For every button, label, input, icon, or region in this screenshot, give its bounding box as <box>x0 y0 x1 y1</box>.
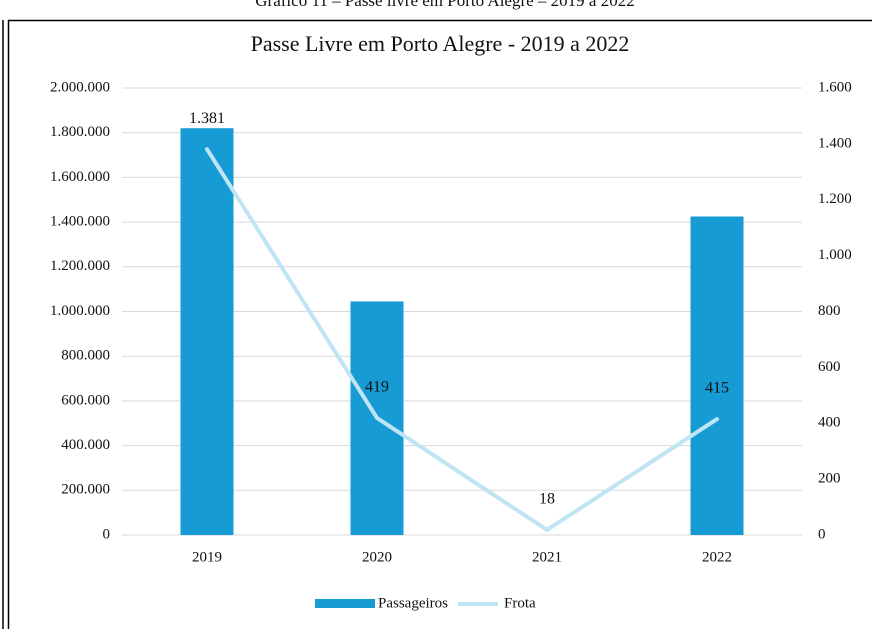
y2-tick-label: 0 <box>818 526 826 542</box>
y2-tick-label: 1.600 <box>818 79 852 95</box>
x-tick-label: 2021 <box>532 549 562 565</box>
caption: Gráfico 11 – Passe livre em Porto Alegre… <box>255 0 634 10</box>
y-tick-label: 1.600.000 <box>50 169 110 185</box>
legend-swatch <box>315 599 375 608</box>
y-tick-label: 1.200.000 <box>50 258 110 274</box>
data-label: 419 <box>365 379 389 396</box>
y2-tick-label: 1.000 <box>818 247 852 263</box>
y2-tick-label: 1.400 <box>818 135 852 151</box>
chart-title: Passe Livre em Porto Alegre - 2019 a 202… <box>251 31 630 56</box>
x-tick-label: 2020 <box>362 549 392 565</box>
y-tick-label: 2.000.000 <box>50 79 110 95</box>
bar <box>690 216 744 535</box>
data-label: 415 <box>705 380 729 397</box>
y-tick-label: 1.400.000 <box>50 214 110 230</box>
y2-tick-label: 600 <box>818 359 841 375</box>
chart-border <box>7 19 872 629</box>
y-tick-label: 1.800.000 <box>50 124 110 140</box>
y2-tick-label: 800 <box>818 303 841 319</box>
y-tick-label: 800.000 <box>61 348 110 364</box>
y2-tick-label: 1.200 <box>818 191 852 207</box>
legend-label: Frota <box>504 595 536 611</box>
x-tick-label: 2019 <box>192 549 222 565</box>
bar <box>180 128 234 536</box>
y2-tick-label: 400 <box>818 415 841 431</box>
line <box>205 147 719 532</box>
data-label: 18 <box>539 491 555 508</box>
y-tick-label: 1.000.000 <box>50 303 110 319</box>
data-label: 1.381 <box>189 110 225 127</box>
y2-tick-label: 200 <box>818 471 841 487</box>
x-tick-label: 2022 <box>702 549 732 565</box>
y-tick-label: 0 <box>103 526 111 542</box>
y-tick-label: 400.000 <box>61 437 110 453</box>
legend-label: Passageiros <box>378 595 448 611</box>
y-tick-label: 200.000 <box>61 482 110 498</box>
y-tick-label: 600.000 <box>61 392 110 408</box>
